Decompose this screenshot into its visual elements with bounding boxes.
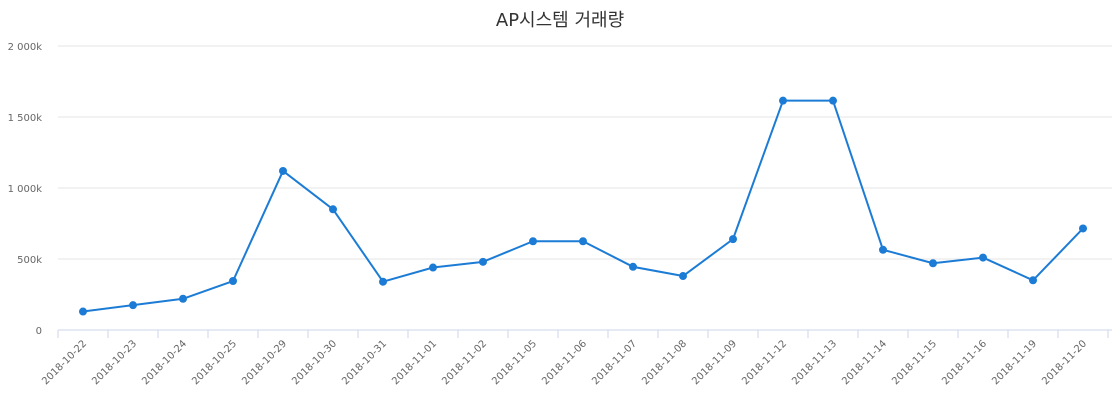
x-tick-label: 2018-11-07 xyxy=(590,338,639,387)
x-tick-label: 2018-10-25 xyxy=(190,338,239,387)
data-point xyxy=(279,166,287,175)
data-point xyxy=(879,245,887,254)
x-tick-label: 2018-10-22 xyxy=(40,338,89,387)
data-point xyxy=(929,259,937,268)
data-point xyxy=(1029,276,1037,285)
x-tick-label: 2018-11-15 xyxy=(890,338,939,387)
x-tick-label: 2018-11-19 xyxy=(990,338,1039,387)
x-tick-label: 2018-11-13 xyxy=(790,338,839,387)
x-tick-label: 2018-10-31 xyxy=(340,338,389,387)
y-tick-label: 0 xyxy=(36,326,42,337)
data-point xyxy=(729,235,737,244)
x-tick-label: 2018-11-09 xyxy=(690,338,739,387)
data-point xyxy=(829,96,837,105)
y-tick-label: 500k xyxy=(17,255,42,266)
chart-title: AP시스템 거래량 xyxy=(495,10,625,31)
data-point xyxy=(229,277,237,286)
data-point xyxy=(429,263,437,272)
y-axis-tick-labels: 0 500k 1 000k 1 500k 2 000k xyxy=(8,42,43,337)
data-point xyxy=(979,253,987,262)
data-point xyxy=(1079,224,1087,233)
data-point xyxy=(379,277,387,286)
data-point xyxy=(779,96,787,105)
x-tick-label: 2018-11-20 xyxy=(1040,338,1089,387)
data-point xyxy=(579,237,587,246)
x-axis: 2018-10-22 2018-10-23 2018-10-24 2018-10-25… xyxy=(40,329,1112,387)
x-tick-label: 2018-11-06 xyxy=(540,338,589,387)
y-tick-label: 1 500k xyxy=(8,113,43,124)
data-point xyxy=(329,205,337,214)
data-point xyxy=(529,237,537,246)
x-tick-label: 2018-11-02 xyxy=(440,338,489,387)
y-tick-label: 2 000k xyxy=(8,42,43,53)
data-point xyxy=(179,294,187,303)
series-layer xyxy=(79,96,1087,316)
x-tick-label: 2018-11-05 xyxy=(490,338,539,387)
x-tick-label: 2018-11-08 xyxy=(640,338,689,387)
x-tick-label: 2018-11-14 xyxy=(840,338,889,387)
x-tick-label: 2018-10-30 xyxy=(290,338,339,387)
data-point xyxy=(629,262,637,271)
data-point xyxy=(479,257,487,266)
data-point xyxy=(129,301,137,310)
y-tick-label: 1 000k xyxy=(8,184,43,195)
x-tick-label: 2018-10-24 xyxy=(140,338,189,387)
x-tick-label: 2018-11-01 xyxy=(390,338,439,387)
x-tick-label: 2018-11-12 xyxy=(740,338,789,387)
data-point xyxy=(79,307,87,316)
gridlines xyxy=(58,45,1112,260)
data-point xyxy=(679,272,687,281)
x-tick-label: 2018-10-23 xyxy=(90,338,139,387)
x-tick-label: 2018-10-29 xyxy=(240,338,289,387)
x-tick-label: 2018-11-16 xyxy=(940,338,989,387)
